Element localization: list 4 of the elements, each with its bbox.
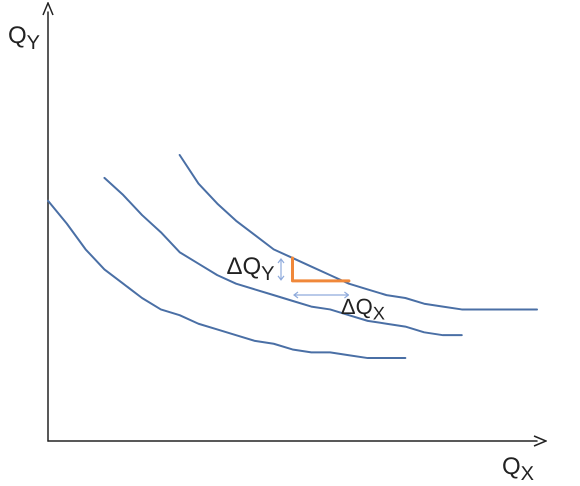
- annotation: ΔQ$_{Y}$: [226, 253, 274, 288]
- x-axis-title: Q$_{X}$: [502, 453, 534, 486]
- annotation: ΔQ$_{X}$: [340, 294, 385, 326]
- y-axis-title: Q$_{Y}$: [8, 22, 40, 56]
